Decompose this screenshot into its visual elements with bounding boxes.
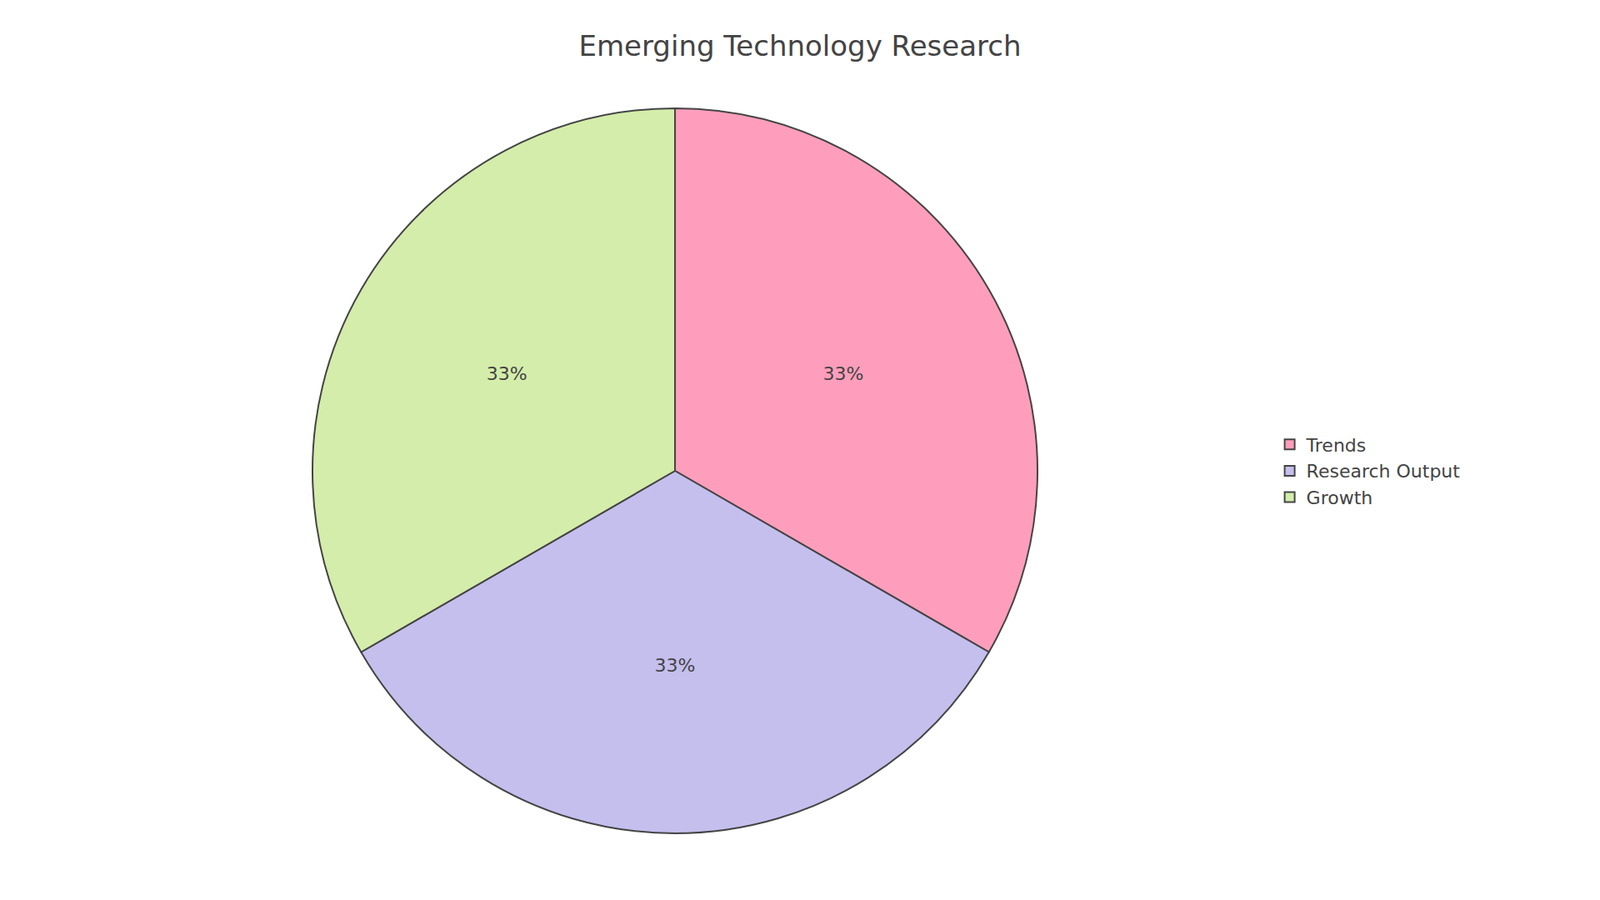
svg-text:Trends: Trends bbox=[1305, 435, 1367, 456]
svg-text:33%: 33% bbox=[822, 363, 864, 385]
svg-text:Emerging Technology Research: Emerging Technology Research bbox=[578, 29, 1021, 63]
svg-text:33%: 33% bbox=[486, 363, 528, 385]
svg-text:Growth: Growth bbox=[1306, 487, 1374, 509]
svg-text:33%: 33% bbox=[655, 655, 696, 676]
svg-text:Research Output: Research Output bbox=[1306, 460, 1461, 482]
